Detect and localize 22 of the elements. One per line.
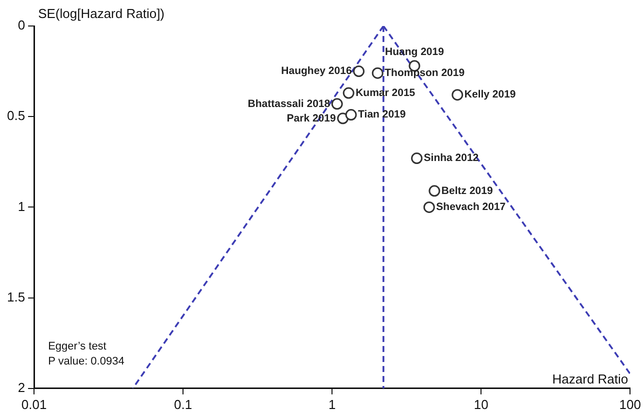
y-tick-label: 1.5: [6, 289, 26, 304]
series-label: Kelly 2019: [464, 88, 516, 101]
y-axis-title: SE(log[Hazard Ratio]): [38, 6, 165, 21]
series-label: Kumar 2015: [356, 86, 416, 99]
series-label: Bhattassali 2018: [248, 98, 330, 110]
series-label: Tian 2019: [358, 108, 406, 121]
y-tick-label: 0.5: [6, 108, 26, 124]
x-tick-label: 100: [619, 396, 642, 412]
annotation: Egger’s test: [48, 340, 106, 352]
series-label: Shevach 2017: [436, 201, 506, 214]
annotation: P value: 0.0934: [48, 355, 124, 368]
x-tick-label: 0.01: [21, 396, 47, 412]
series-label: Thompson 2019: [384, 67, 465, 80]
series-label: Beltz 2019: [441, 184, 493, 197]
series-label: Haughey 2016: [281, 65, 352, 78]
x-axis-title: Hazard Ratio: [552, 371, 628, 386]
y-tick-label: 2: [18, 380, 26, 395]
y-tick-label: 0: [18, 18, 26, 33]
x-tick-label: 1: [328, 396, 336, 412]
x-tick-label: 10: [474, 396, 488, 412]
y-tick-label: 1: [18, 198, 26, 214]
x-tick-label: 0.1: [174, 396, 192, 412]
